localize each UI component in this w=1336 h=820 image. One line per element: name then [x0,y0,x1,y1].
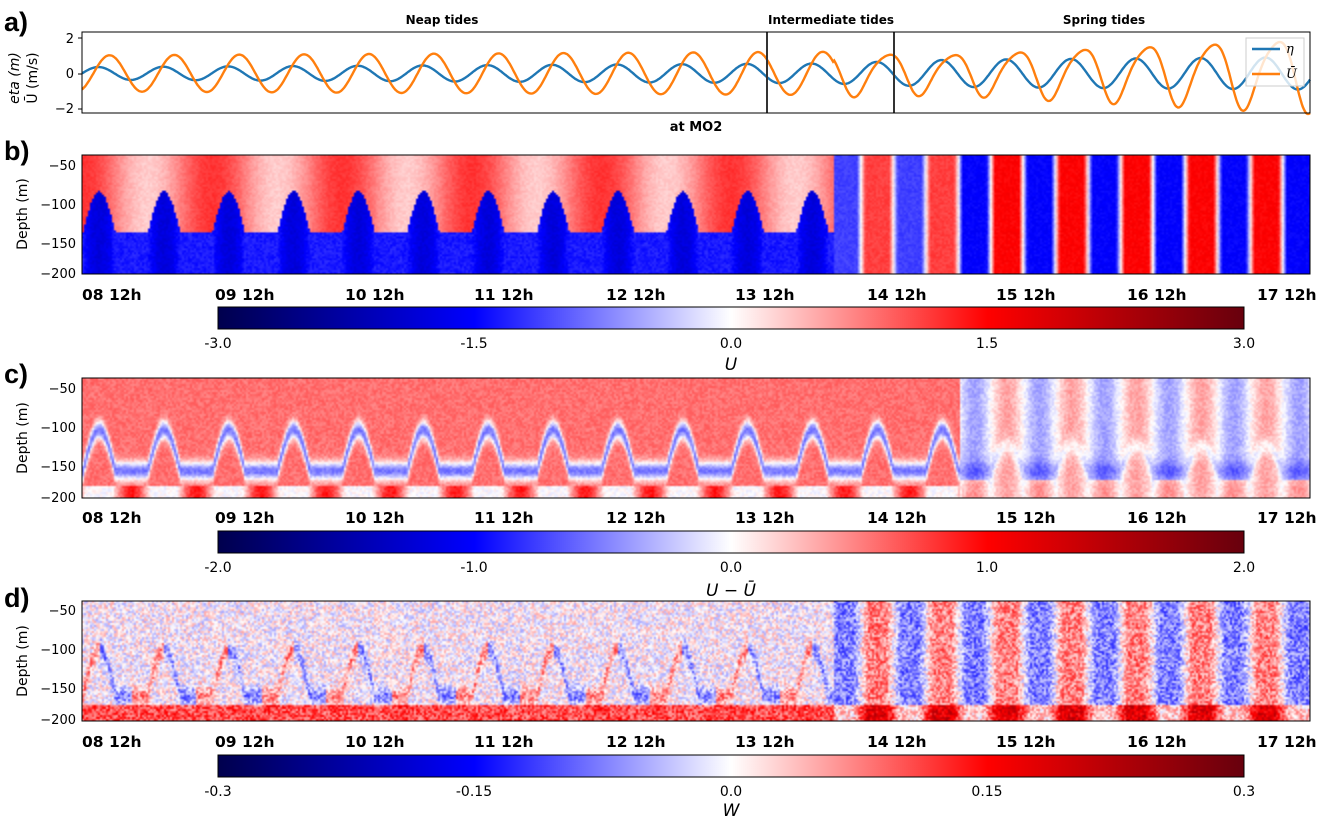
panel-label-c: c) [4,359,28,389]
a-ytick-0: 0 [66,67,74,82]
u-colorbar-tick: 0.0 [720,336,742,352]
d-xtick: 11 12h [474,733,534,751]
b-xticks: 08 12h 09 12h 10 12h 11 12h 12 12h 13 12… [82,286,1317,304]
d-xtick: 15 12h [996,733,1056,751]
d-xtick: 08 12h [82,733,142,751]
d-ytick: −50 [49,604,76,619]
eta-ubar-lines [81,40,1311,116]
d-xtick: 14 12h [867,733,927,751]
u-colorbar-tick: -1.5 [460,336,487,352]
c-xtick: 14 12h [867,509,927,527]
d-colorbar-tick: -0.15 [456,784,492,800]
a-ytick-neg2: −2 [55,102,74,117]
c-colorbar-label: U − Ū [706,579,756,601]
b-ytick: −200 [40,267,76,282]
c-ytick: −100 [40,421,76,436]
u-colorbar-tick: 3.0 [1233,336,1255,352]
d-colorbar-tick: 0.0 [720,784,742,800]
legend-ubar-label: Ū [1286,66,1298,82]
d-ytick: −100 [40,643,76,658]
d-ytick: −150 [40,682,76,697]
b-ytick: −50 [49,159,76,174]
c-xtick: 08 12h [82,509,142,527]
panel-a-frame [81,31,1311,114]
station-subtitle: at MO2 [670,120,723,135]
b-xtick: 11 12h [474,286,534,304]
c-colorbar-tick: 0.0 [720,560,742,576]
u-colorbar [217,306,1245,330]
c-xtick: 15 12h [996,509,1056,527]
panel-label-d: d) [4,583,29,613]
c-ytick: −150 [40,460,76,475]
b-xtick: 08 12h [82,286,142,304]
panel-label-b: b) [4,136,29,166]
regime-neap-label: Neap tides [406,13,479,27]
ubar-line [81,40,1311,116]
c-xtick: 13 12h [735,509,795,527]
c-xtick: 16 12h [1127,509,1187,527]
panel-d-frame [81,600,1311,722]
d-colorbar-tick: -0.3 [204,784,231,800]
u-colorbar-label: U [725,355,738,375]
b-ytick: −100 [40,198,76,213]
panel-a: a) eta (m) Ū (m/s) 2 0 −2 Neap tides Int… [4,7,1311,135]
c-colorbar-tick: -2.0 [204,560,231,576]
u-heatmap [82,155,1310,274]
u-minus-ubar-heatmap [82,378,1310,498]
b-xtick: 15 12h [996,286,1056,304]
b-ytick: −150 [40,237,76,252]
c-ytick: −50 [49,382,76,397]
d-colorbar-tick: 0.15 [971,784,1002,800]
b-xtick: 09 12h [215,286,275,304]
eta-axis-label: eta (m) [7,52,23,104]
d-xtick: 10 12h [345,733,405,751]
legend-eta-label: η [1286,42,1294,57]
d-xtick: 17 12h [1257,733,1317,751]
d-colorbar-tick: 0.3 [1233,784,1255,800]
d-ytick: −200 [40,713,76,728]
b-depth-axis-label: Depth (m) [15,178,31,250]
regime-intermediate-label: Intermediate tides [768,13,894,27]
b-xtick: 14 12h [867,286,927,304]
d-xtick: 13 12h [735,733,795,751]
d-xtick: 16 12h [1127,733,1187,751]
b-xtick: 10 12h [345,286,405,304]
panel-b-frame [81,154,1311,275]
c-colorbar-tick: -1.0 [460,560,487,576]
c-depth-axis-label: Depth (m) [15,402,31,474]
c-ytick: −200 [40,491,76,506]
c-xtick: 09 12h [215,509,275,527]
w-colorbar [217,754,1245,778]
ubar-axis-label: Ū (m/s) [24,52,41,103]
b-yticks: −50 −100 −150 −200 [40,159,76,282]
c-xtick: 17 12h [1257,509,1317,527]
c-colorbar-tick: 1.0 [976,560,998,576]
regime-spring-label: Spring tides [1063,13,1145,27]
panel-c-frame [81,377,1311,499]
panel-d: d) Depth (m) −50 −100 −150 −200 08 12h 0… [4,583,1317,820]
legend: η Ū [1245,37,1305,87]
u-colorbar-tick: 1.5 [976,336,998,352]
c-xtick: 11 12h [474,509,534,527]
w-heatmap [82,601,1310,721]
c-colorbar-tick: 2.0 [1233,560,1255,576]
d-depth-axis-label: Depth (m) [15,625,31,697]
d-xtick: 09 12h [215,733,275,751]
panel-label-a: a) [4,7,28,37]
c-xtick: 12 12h [606,509,666,527]
d-xtick: 12 12h [606,733,666,751]
b-xtick: 16 12h [1127,286,1187,304]
b-xtick: 13 12h [735,286,795,304]
panel-c: c) Depth (m) −50 −100 −150 −200 08 12h 0… [4,359,1317,601]
u-colorbar-tick: -3.0 [204,336,231,352]
b-xtick: 17 12h [1257,286,1317,304]
panel-b: b) Depth (m) −50 −100 −150 −200 08 12h 0… [4,136,1317,375]
b-xtick: 12 12h [606,286,666,304]
c-xtick: 10 12h [345,509,405,527]
d-colorbar-label: W [723,801,741,820]
u-minus-ubar-colorbar [217,530,1245,554]
a-ytick-2: 2 [66,32,74,47]
